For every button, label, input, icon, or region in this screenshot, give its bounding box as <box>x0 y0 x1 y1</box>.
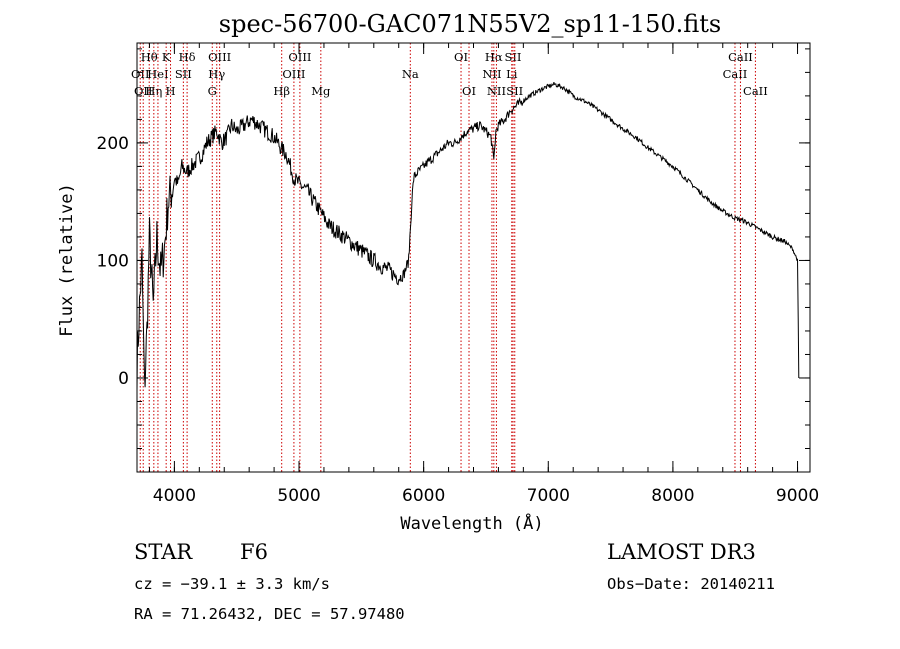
chart-title: spec-56700-GAC071N55V2_sp11-150.fits <box>219 10 721 38</box>
x-tick-label: 6000 <box>402 486 445 506</box>
marker-label-27: CaII <box>743 84 768 98</box>
marker-label-5: K <box>162 50 171 64</box>
marker-label-22: Li <box>506 67 518 81</box>
marker-label-2: Hθ <box>141 50 158 64</box>
marker-label-3: Hη <box>145 84 162 98</box>
marker-label-9: G <box>208 84 217 98</box>
marker-label-12: Hβ <box>273 84 290 98</box>
y-tick-label: 0 <box>118 369 129 389</box>
y-axis-label: Flux (relative) <box>57 183 77 337</box>
survey-name: LAMOST DR3 <box>607 540 756 564</box>
marker-label-6: H <box>166 84 176 98</box>
marker-label-8: Hδ <box>179 50 196 64</box>
object-subclass: F6 <box>240 540 268 564</box>
spectrum-line <box>136 81 800 390</box>
marker-label-4: HeI <box>147 67 168 81</box>
marker-label-13: OIII <box>282 67 305 81</box>
x-axis-label: Wavelength (Å) <box>400 512 543 534</box>
marker-label-24: SII <box>506 84 523 98</box>
marker-label-20: Hα <box>485 50 503 64</box>
marker-label-19: NII <box>482 67 501 81</box>
marker-label-17: OI <box>454 50 468 64</box>
y-tick-label: 100 <box>97 251 129 271</box>
marker-label-15: Mg <box>311 84 331 98</box>
marker-label-18: OI <box>462 84 476 98</box>
x-tick-label: 8000 <box>651 486 694 506</box>
redshift-cz: cz = −39.1 ± 3.3 km/s <box>134 575 330 593</box>
marker-label-0: OII <box>131 67 150 81</box>
object-class: STAR <box>134 540 193 564</box>
marker-label-25: CaII <box>723 67 748 81</box>
marker-label-14: OIII <box>288 50 311 64</box>
coordinates: RA = 71.26432, DEC = 57.97480 <box>134 605 405 623</box>
x-tick-label: 5000 <box>277 486 320 506</box>
marker-label-26: CaII <box>728 50 753 64</box>
marker-label-1: OII <box>134 84 153 98</box>
axis-ticks: 4000 5000 6000 7000 8000 9000 0 100 200 <box>97 43 819 506</box>
x-tick-label: 4000 <box>153 486 196 506</box>
x-tick-label: 7000 <box>527 486 570 506</box>
observation-date: Obs−Date: 20140211 <box>607 575 775 593</box>
plot-frame <box>136 42 811 473</box>
marker-label-11: OIII <box>208 50 231 64</box>
marker-label-10: Hγ <box>208 67 225 81</box>
emission-line-markers: OII OII Hθ Hη HeI K H SII Hδ G Hγ OIII Hβ OIII OIII Mg N… <box>131 43 768 472</box>
marker-label-16: Na <box>402 67 419 81</box>
marker-label-21: NII <box>487 84 506 98</box>
marker-label-7: SII <box>175 67 192 81</box>
x-tick-label: 9000 <box>776 486 819 506</box>
y-tick-label: 200 <box>97 134 129 154</box>
marker-label-23: SII <box>505 50 522 64</box>
